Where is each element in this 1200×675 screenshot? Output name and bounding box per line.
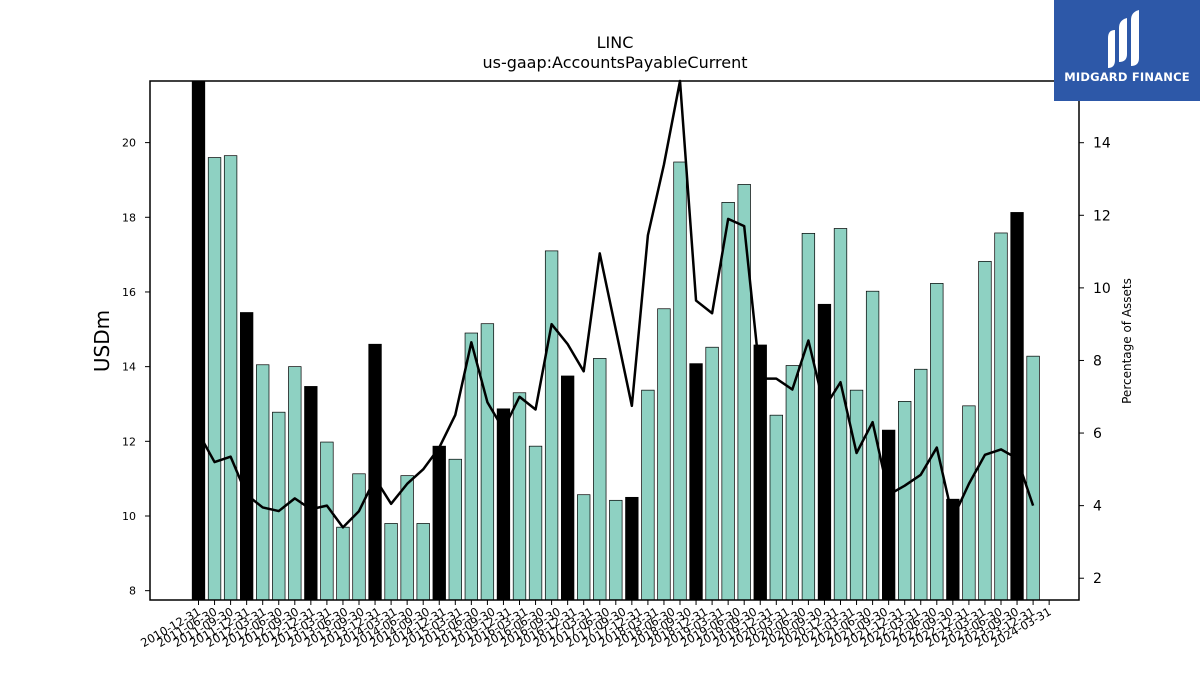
bar-2011-12-31	[256, 364, 270, 601]
bar-2017-03-31	[593, 358, 607, 601]
y-axis-right-ticks: 2 4 6 8 10 12 14	[1079, 136, 1111, 587]
y-right-tick-label: 6	[1093, 426, 1102, 442]
bar-2015-09-30	[496, 408, 511, 601]
bar-2022-06-30	[930, 283, 944, 601]
chart-title: LINC	[597, 33, 634, 52]
bar-2018-06-30	[673, 161, 687, 601]
midgard-logo-icon	[1108, 10, 1139, 68]
bar-2018-09-30	[689, 363, 703, 601]
bar-2017-06-30	[609, 499, 623, 601]
y-left-tick-label: 10	[122, 510, 136, 523]
bar-2017-12-31	[641, 389, 655, 601]
bar-2021-03-31	[849, 389, 864, 601]
bar-2022-03-31	[914, 368, 928, 601]
bar-2019-03-31	[721, 202, 735, 601]
bar-2018-12-31	[705, 346, 719, 601]
bar-2023-09-30	[1010, 212, 1024, 601]
bar-2020-12-31	[833, 228, 848, 601]
bar-2014-03-31	[400, 475, 414, 601]
y-right-tick-label: 4	[1093, 499, 1102, 515]
y-left-tick-label: 12	[122, 435, 136, 448]
y-right-tick-label: 14	[1093, 136, 1111, 152]
bar-2013-09-30	[368, 343, 382, 601]
bar-2013-03-31	[336, 526, 350, 601]
bar-2016-09-30	[560, 375, 575, 601]
bar-2014-09-30	[432, 445, 446, 601]
y-axis-right-label: Percentage of Assets	[1120, 278, 1134, 404]
bar-2017-09-30	[625, 496, 639, 601]
bar-2021-09-30	[881, 429, 896, 601]
bar-2020-09-30	[817, 303, 832, 601]
bar-2019-06-30	[737, 184, 751, 601]
bar-series	[191, 80, 1040, 601]
bar-2010-12-31	[191, 80, 206, 601]
bar-2018-03-31	[657, 308, 671, 601]
bar-2015-12-31	[512, 392, 527, 601]
bar-2011-03-31	[207, 157, 222, 601]
bar-2014-06-30	[416, 523, 430, 601]
y-right-tick-label: 12	[1093, 208, 1111, 224]
y-left-tick-label: 18	[122, 211, 136, 224]
bar-2020-03-31	[785, 365, 799, 601]
bar-2019-12-31	[769, 414, 783, 601]
plot-frame	[149, 80, 1080, 601]
y-right-tick-label: 2	[1093, 571, 1102, 587]
bar-2015-03-31	[464, 332, 478, 601]
bar-2012-09-30	[304, 386, 318, 601]
bar-2022-12-31	[962, 405, 976, 601]
y-right-tick-label: 8	[1093, 353, 1102, 369]
bar-2023-12-31	[1026, 355, 1040, 601]
y-axis-left-ticks: 8 10 12 14 16 18 20	[122, 137, 150, 598]
bar-2020-06-30	[801, 232, 816, 601]
y-right-tick-label: 10	[1093, 281, 1111, 297]
bar-2014-12-31	[448, 458, 462, 601]
bar-2016-12-31	[577, 494, 591, 601]
line-series	[197, 79, 1035, 529]
bar-2013-06-30	[352, 473, 366, 601]
bar-2016-03-31	[528, 445, 543, 601]
bar-2019-09-30	[753, 344, 767, 601]
bar-2011-09-30	[240, 312, 254, 601]
chart-subtitle: us-gaap:AccountsPayableCurrent	[482, 53, 747, 72]
bar-2023-06-30	[994, 232, 1008, 601]
brand-name: MIDGARD FINANCE	[1064, 70, 1190, 84]
bar-2012-12-31	[320, 441, 334, 601]
y-left-tick-label: 16	[122, 286, 136, 299]
y-left-tick-label: 14	[122, 361, 136, 374]
y-left-tick-label: 8	[129, 585, 136, 598]
y-axis-left-label: USDm	[90, 310, 114, 372]
bar-2023-03-31	[978, 260, 992, 601]
bar-2015-06-30	[480, 323, 495, 601]
bar-2016-06-30	[544, 250, 559, 601]
brand-logo: MIDGARD FINANCE	[1054, 0, 1200, 101]
bar-2012-06-30	[288, 366, 302, 601]
x-axis-ticks: 2010-12-312011-06-302011-09-302011-12-31…	[138, 600, 1054, 650]
y-left-tick-label: 20	[122, 137, 136, 150]
bar-2011-06-30	[223, 155, 238, 601]
bar-2021-12-31	[898, 401, 912, 601]
percentage-of-assets-line	[197, 79, 1035, 529]
bar-2013-12-31	[384, 523, 398, 601]
